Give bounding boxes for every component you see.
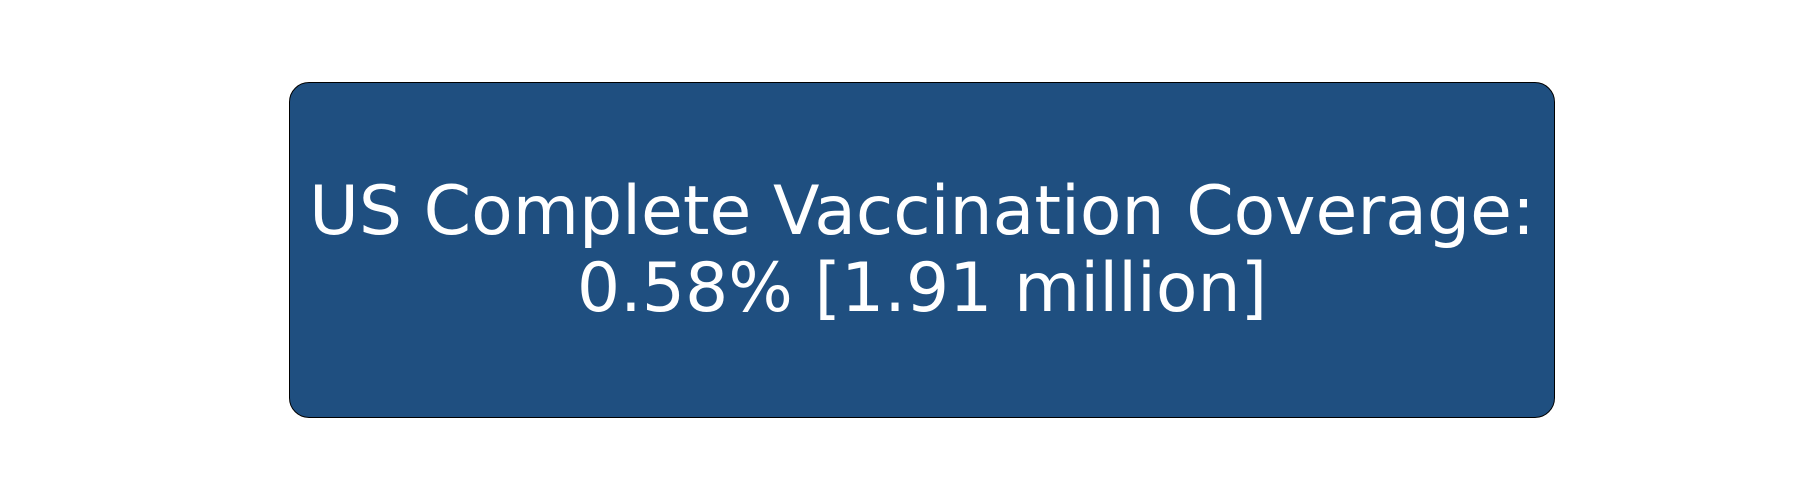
coverage-title: US Complete Vaccination Coverage:	[309, 172, 1535, 251]
coverage-value: 0.58% [1.91 million]	[576, 249, 1268, 328]
vaccination-coverage-card: US Complete Vaccination Coverage: 0.58% …	[289, 82, 1555, 418]
